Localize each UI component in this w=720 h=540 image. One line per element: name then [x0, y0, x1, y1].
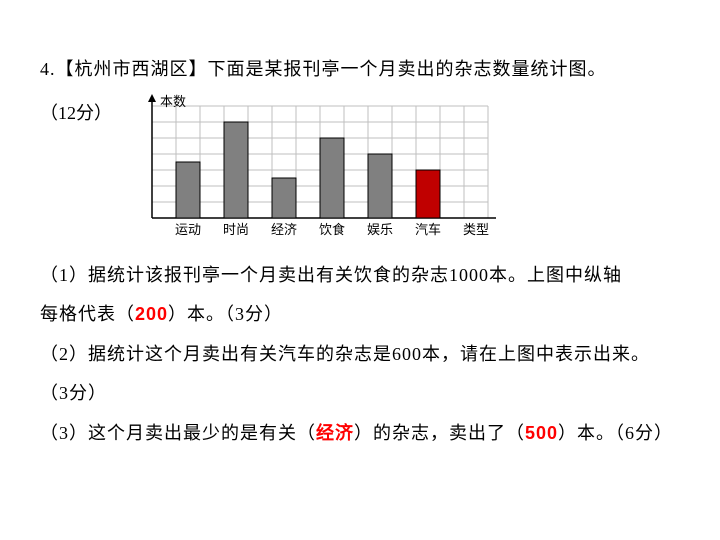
- svg-text:娱乐: 娱乐: [367, 222, 393, 237]
- q3-line: （3）这个月卖出最少的是有关（经济）的杂志，卖出了（500）本。（6分）: [40, 414, 680, 454]
- q1-line2: 每格代表（200）本。（3分）: [40, 295, 680, 335]
- problem-intro: 下面是某报刊亭一个月卖出的杂志数量统计图。: [208, 59, 607, 79]
- svg-text:经济: 经济: [271, 222, 297, 237]
- q1-line1: （1）据统计该报刊亭一个月卖出有关饮食的杂志1000本。上图中纵轴: [40, 256, 680, 296]
- total-points: （12分）: [40, 94, 112, 134]
- svg-text:运动: 运动: [175, 222, 201, 237]
- problem-header: 4.【杭州市西湖区】下面是某报刊亭一个月卖出的杂志数量统计图。: [40, 50, 680, 90]
- bar-chart: 本数运动 时尚 经济 饮食 娱乐 汽车 类型: [132, 94, 518, 246]
- svg-text:汽车: 汽车: [415, 222, 441, 237]
- problem-source: 【杭州市西湖区】: [56, 59, 208, 79]
- q3-answer1: 经济: [316, 423, 354, 443]
- q2-line1: （2）据统计这个月卖出有关汽车的杂志是600本，请在上图中表示出来。: [40, 335, 680, 375]
- svg-text:饮食: 饮食: [319, 222, 345, 237]
- svg-text:本数: 本数: [160, 94, 186, 109]
- svg-text:时尚: 时尚: [223, 222, 249, 237]
- chart-row: （12分） 本数运动 时尚 经济 饮食 娱乐 汽车 类型: [40, 94, 680, 246]
- problem-number: 4.: [40, 59, 56, 79]
- q3-answer2: 500: [525, 423, 558, 443]
- q2-points: （3分）: [40, 374, 680, 414]
- q1-answer: 200: [135, 304, 168, 324]
- svg-text:类型: 类型: [463, 222, 489, 237]
